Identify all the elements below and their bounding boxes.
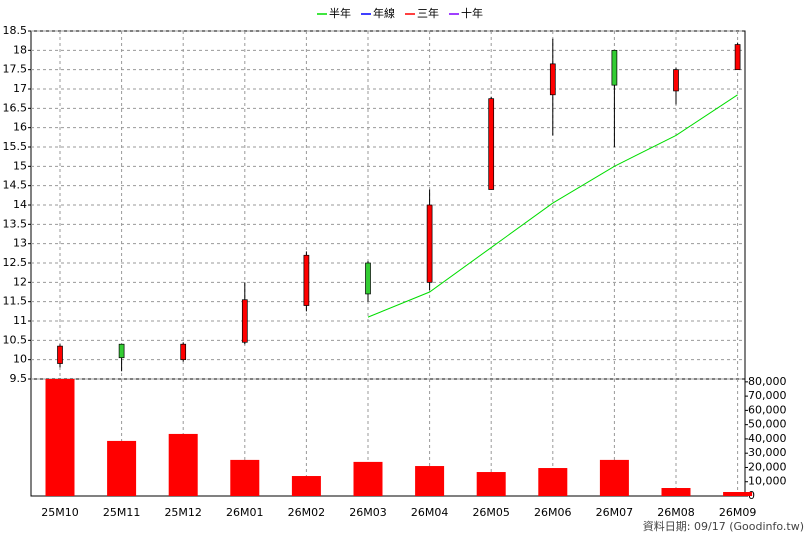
volume-bar [538,468,568,496]
candle-body [365,262,371,295]
volume-bar [353,461,383,496]
y-tick-label: 10 [13,353,27,366]
y-tick-label: 17 [13,82,27,95]
volume-bar [661,488,691,496]
y-tick-label: 18.5 [3,24,28,37]
y-tick-label: 14.5 [3,179,28,192]
x-tick-label: 26M04 [411,506,449,519]
footer: 資料日期: 09/17 (Goodinfo.tw) [643,519,804,533]
x-tick-label: 26M01 [226,506,264,519]
y-tick-label: 17.5 [3,63,28,76]
x-tick-label: 26M06 [534,506,572,519]
volume-bar [45,379,75,496]
x-tick-label: 26M03 [349,506,387,519]
x-tick-label: 26M05 [472,506,510,519]
candle-body [734,44,741,71]
y2-tick-label: 10,000 [748,475,787,488]
volume-bar [107,440,137,496]
y-tick-label: 15.5 [3,140,28,153]
y2-tick-label: 40,000 [748,432,787,445]
candle-body [241,299,248,343]
y-tick-label: 9.5 [10,372,28,385]
x-tick-label: 26M07 [596,506,634,519]
candle-body [57,345,63,364]
y2-tick-label: 20,000 [748,460,787,473]
y-tick-label: 13 [13,237,27,250]
y-tick-label: 13.5 [3,217,28,230]
x-tick-label: 25M11 [103,506,141,519]
legend-label: 年線 [373,6,395,20]
volume-bar [415,466,445,496]
candle-body [180,343,187,361]
volume-bar [291,476,321,496]
y-tick-label: 18 [13,43,27,56]
x-tick-label: 26M02 [288,506,326,519]
candle-body [118,343,125,359]
legend-label: 半年 [329,6,351,20]
y-tick-label: 11.5 [3,295,28,308]
legend-label: 三年 [417,6,439,20]
candle-body [488,98,495,190]
candle-body [426,204,433,283]
y2-tick-label: 50,000 [748,418,787,431]
candle-body [611,49,618,86]
y2-tick-label: 70,000 [748,389,787,402]
y2-tick-label: 60,000 [748,403,787,416]
y-tick-label: 10.5 [3,333,28,346]
y2-tick-label: 80,000 [748,375,787,388]
y-tick-label: 14 [13,198,27,211]
y-tick-label: 16.5 [3,101,28,114]
y-tick-label: 15 [13,159,27,172]
candle-body [549,63,556,96]
volume-bar [723,492,753,496]
legend-label: 十年 [461,6,483,20]
volume-bar [476,472,506,496]
x-tick-label: 26M08 [657,506,695,519]
volume-bar [168,433,198,496]
y-tick-label: 12 [13,275,27,288]
x-tick-label: 25M12 [164,506,202,519]
candle-body [673,69,679,92]
x-tick-label: 26M09 [719,506,757,519]
volume-bar [599,459,629,496]
y2-tick-label: 30,000 [748,446,787,459]
y-tick-label: 12.5 [3,256,28,269]
volume-bar [230,459,260,496]
candle-body [303,254,310,306]
y-tick-label: 16 [13,121,27,134]
x-tick-label: 25M10 [41,506,79,519]
y-tick-label: 11 [13,314,27,327]
moving-average-line [367,94,738,318]
